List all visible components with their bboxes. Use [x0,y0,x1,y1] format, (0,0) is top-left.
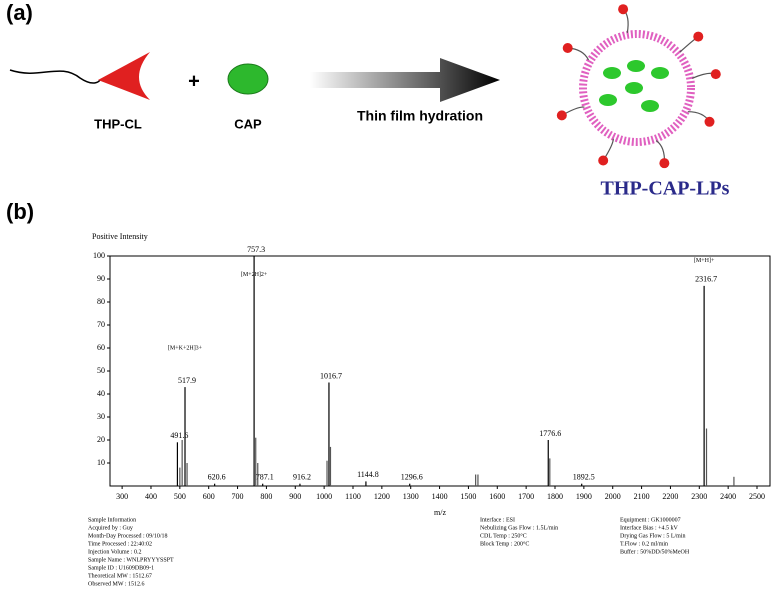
plot-frame [109,255,771,487]
panel-label: (b) [6,199,34,224]
x-tick-label: 1700 [518,492,534,501]
info-line: Observed MW : 1512.6 [88,581,145,587]
info-line: T.Flow : 0.2 ml/min [620,541,668,547]
info-line: Sample Information [88,516,136,523]
y-tick-label: 60 [97,343,105,352]
x-tick-label: 1000 [316,492,332,501]
x-tick-label: 1900 [576,492,592,501]
info-line: CDL Temp : 250°C [480,532,527,539]
x-tick-label: 1200 [374,492,390,501]
x-axis-label: m/z [434,508,446,517]
y-axis-label: Positive Intensity [92,232,148,241]
info-line: Drying Gas Flow : 5 L/min [620,533,686,539]
y-tick-label: 70 [97,320,105,329]
annotation: [M+H]+ [694,258,715,264]
lipid-head [562,43,573,53]
product-label: THP-CAP-LPs [601,178,730,200]
x-tick-label: 2100 [634,492,650,501]
x-tick-label: 700 [232,492,244,501]
peak-label: 620.6 [208,473,226,482]
drug-icon [227,63,269,95]
y-tick-label: 90 [97,274,105,283]
x-tick-label: 1600 [489,492,505,501]
info-line: Month-Day Processed : 09/10/18 [88,533,168,539]
info-line: Time Processed : 22:40:02 [88,541,152,547]
annotation: [M+2H]2+ [241,272,268,278]
peak-label: 1016.7 [320,371,342,380]
lipid-unit [655,140,670,169]
y-tick-label: 40 [97,389,105,398]
peak-label: 1892.5 [573,473,595,482]
peak-label: 517.9 [178,376,196,385]
lipid-head [556,110,567,121]
x-tick-label: 1800 [547,492,563,501]
y-tick-label: 50 [97,366,105,375]
lipid-unit [687,111,715,127]
x-tick-label: 2300 [691,492,707,501]
peak-label: 491.6 [170,431,188,440]
y-tick-label: 10 [97,458,105,467]
x-tick-label: 2200 [662,492,678,501]
lipid-unit [556,106,585,121]
x-tick-label: 1500 [460,492,476,501]
info-line: Nebulizing Gas Flow : 1.5L/min [480,525,558,531]
info-line: Sample Name : WNLPRYYYSSPT [88,557,174,563]
lipid-label: THP-CL [94,116,142,131]
process-label: Thin film hydration [357,108,483,124]
y-tick-label: 100 [93,251,105,260]
info-line: Interface Bias : +4.5 kV [620,524,679,531]
peak-label: 1144.8 [357,470,379,479]
peak-label: 787.1 [256,473,274,482]
y-tick-label: 20 [97,435,105,444]
arrow [310,58,500,102]
x-tick-label: 2000 [605,492,621,501]
liposome [556,4,721,169]
lipid-unit [618,4,629,33]
lipid-unit [691,69,721,80]
lipid-head [704,116,715,127]
lipid-head [693,31,704,42]
info-line: Buffer : 50%DD/50%MeOH [620,548,690,555]
lipid-unit [679,31,704,53]
lipid-tail [9,69,101,84]
x-tick-label: 900 [289,492,301,501]
lipid-unit [562,43,590,61]
x-tick-label: 1300 [403,492,419,501]
drug-label: CAP [234,116,262,131]
info-line: Theoretical MW : 1512.67 [88,573,152,579]
info-line: Interface : ESI [480,516,515,523]
x-tick-label: 800 [260,492,272,501]
y-tick-label: 80 [97,297,105,306]
peak-label: 916.2 [293,473,311,482]
info-line: Equipment : GK1000007 [620,517,681,523]
plus: + [188,70,200,92]
info-line: Sample ID : U1609DB09-1 [88,565,154,571]
annotation: [M+K+2H]3+ [168,345,203,351]
info-line: Injection Volume : 0.2 [88,549,141,555]
lipid-unit [598,138,614,166]
lipid-head [710,69,721,80]
peak-label: 1296.6 [401,473,423,482]
x-tick-label: 300 [116,492,128,501]
lipid-head [659,158,670,169]
info-line: Acquired by : Guy [88,525,133,531]
peak-label: 1776.6 [539,429,561,438]
x-tick-label: 2400 [720,492,736,501]
peak-label: 757.3 [247,245,265,254]
y-tick-label: 30 [97,412,105,421]
lipid-head [98,52,150,100]
x-tick-label: 1400 [432,492,448,501]
lipid-head [598,155,609,166]
x-tick-label: 2500 [749,492,765,501]
info-line: Block Temp : 200°C [480,540,529,547]
lipid-head [618,4,629,15]
x-tick-label: 1100 [345,492,361,501]
panel-label: (a) [6,0,33,25]
peak-label: 2316.7 [695,275,717,284]
x-tick-label: 500 [174,492,186,501]
x-tick-label: 600 [203,492,215,501]
x-tick-label: 400 [145,492,157,501]
